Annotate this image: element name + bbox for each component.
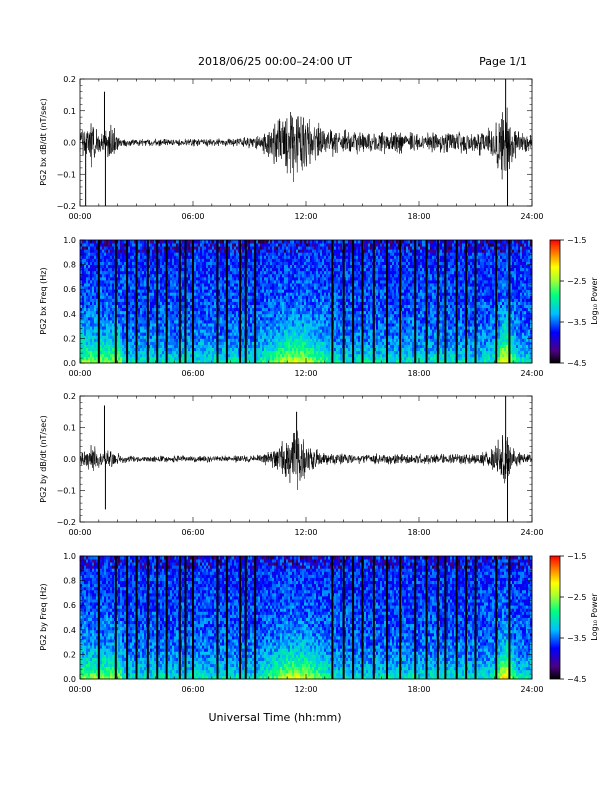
bx-xtick-label-1: 06:00 <box>181 212 204 221</box>
bx-ytick-label-2: 0.0 <box>63 139 76 148</box>
bx-xtick-label-3: 18:00 <box>407 212 430 221</box>
bx-ytick-label-1: −0.1 <box>57 170 76 179</box>
bx-trace-line <box>80 108 532 182</box>
bx-xtick-label-0: 00:00 <box>68 212 91 221</box>
bx-ytick-label-4: 0.2 <box>63 75 76 84</box>
bx-ytick-label-0: −0.2 <box>57 202 76 211</box>
panel-bx-timeseries: 00:00 06:00 12:00 18:00 24:00 −0.2 −0.1 0.0 0.1 0… <box>39 75 544 221</box>
panel-bx-spectrogram: 00:00 06:00 12:00 18:00 24:000.00.20.40.60.8… <box>39 236 599 378</box>
bx-spectrogram-cells <box>80 240 532 363</box>
bx-ytick-label-3: 0.1 <box>63 107 76 116</box>
bx-xtick-label-4: 24:00 <box>520 212 543 221</box>
figure-title: 2018/06/25 00:00–24:00 UT <box>198 55 352 68</box>
magnetometer-figure: 2018/06/25 00:00–24:00 UT Page 1/1 00:00… <box>0 0 612 792</box>
bx-xtick-label-2: 12:00 <box>294 212 317 221</box>
bx-trace <box>80 79 532 206</box>
bx-ylabel: PG2 bx dB/dt (nT/sec) <box>39 98 48 185</box>
page-indicator: Page 1/1 <box>479 55 527 68</box>
